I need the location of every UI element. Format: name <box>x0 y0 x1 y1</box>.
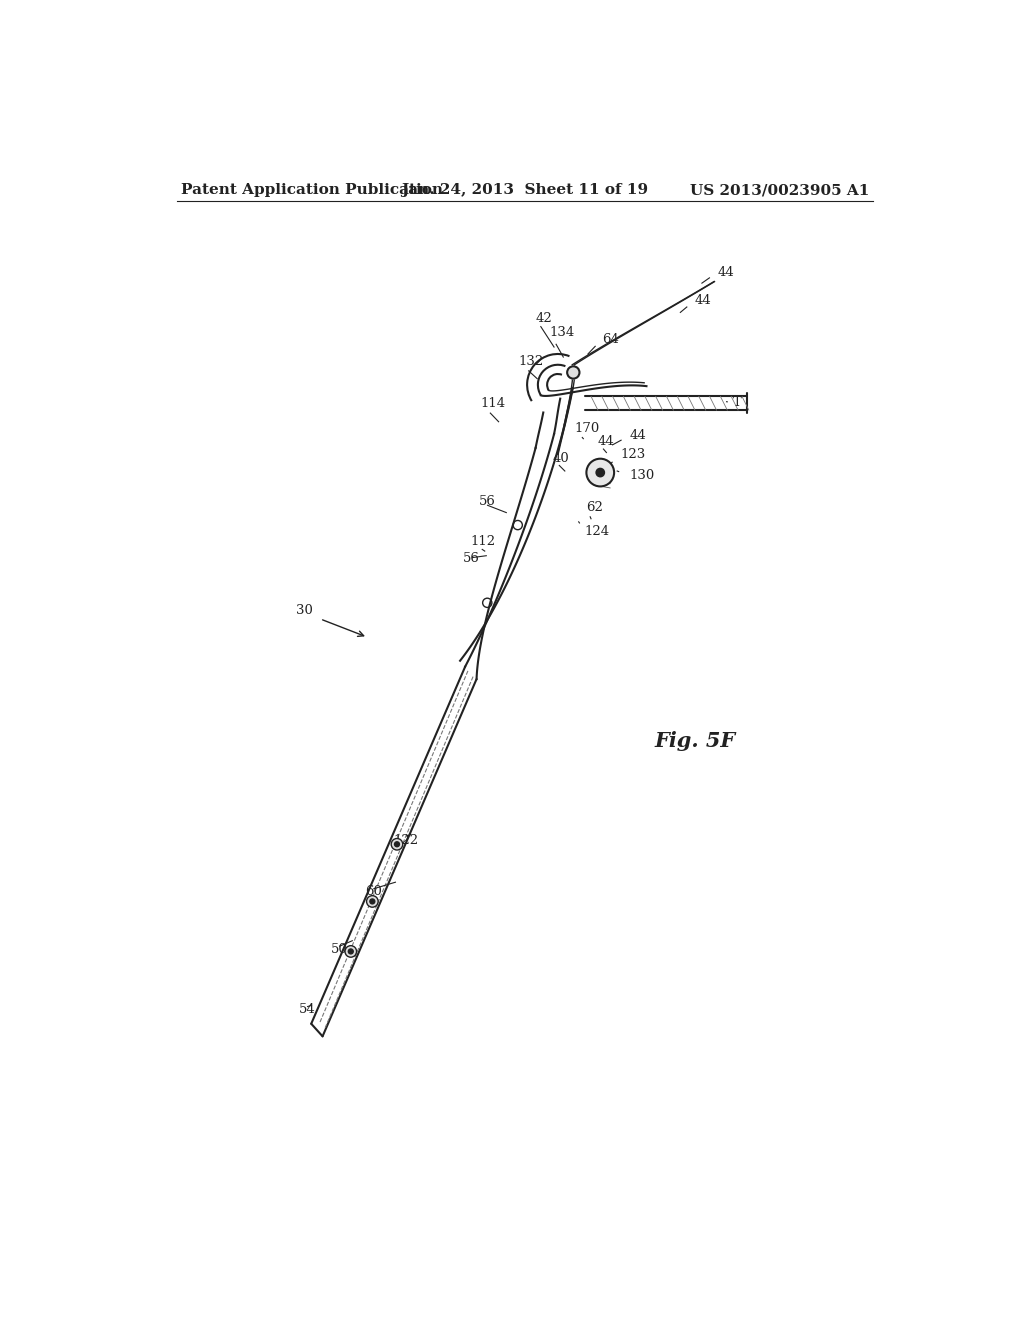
Text: 50: 50 <box>331 944 347 957</box>
Text: Patent Application Publication: Patent Application Publication <box>180 183 442 197</box>
Text: 64: 64 <box>602 333 618 346</box>
Circle shape <box>348 949 353 954</box>
Text: 130: 130 <box>630 469 654 482</box>
Circle shape <box>394 842 399 846</box>
Text: Jan. 24, 2013  Sheet 11 of 19: Jan. 24, 2013 Sheet 11 of 19 <box>401 183 648 197</box>
Circle shape <box>345 945 356 957</box>
Text: 56: 56 <box>478 495 496 508</box>
Circle shape <box>587 459 614 487</box>
Text: 170: 170 <box>574 422 600 436</box>
Text: 40: 40 <box>553 453 569 465</box>
Circle shape <box>596 469 604 477</box>
Circle shape <box>391 838 402 850</box>
Text: 122: 122 <box>394 834 419 847</box>
Text: 132: 132 <box>518 355 544 368</box>
Text: US 2013/0023905 A1: US 2013/0023905 A1 <box>690 183 869 197</box>
Text: 54: 54 <box>298 1003 315 1016</box>
Text: 44: 44 <box>717 265 734 279</box>
Circle shape <box>370 899 375 904</box>
Text: Fig. 5F: Fig. 5F <box>654 731 735 751</box>
Text: 44: 44 <box>694 294 711 308</box>
Text: 30: 30 <box>296 605 313 618</box>
Text: 134: 134 <box>550 326 574 339</box>
Text: 114: 114 <box>481 397 506 409</box>
Text: 124: 124 <box>585 524 610 537</box>
Text: 56: 56 <box>463 552 480 565</box>
Text: 44: 44 <box>630 429 646 442</box>
Text: 44: 44 <box>597 436 614 449</box>
Text: 123: 123 <box>621 447 645 461</box>
Text: 42: 42 <box>536 312 552 325</box>
Circle shape <box>367 896 378 907</box>
Text: 112: 112 <box>471 536 496 548</box>
Text: 62: 62 <box>587 502 603 515</box>
Circle shape <box>567 367 580 379</box>
Text: T: T <box>733 396 741 409</box>
Text: 60: 60 <box>365 884 382 898</box>
